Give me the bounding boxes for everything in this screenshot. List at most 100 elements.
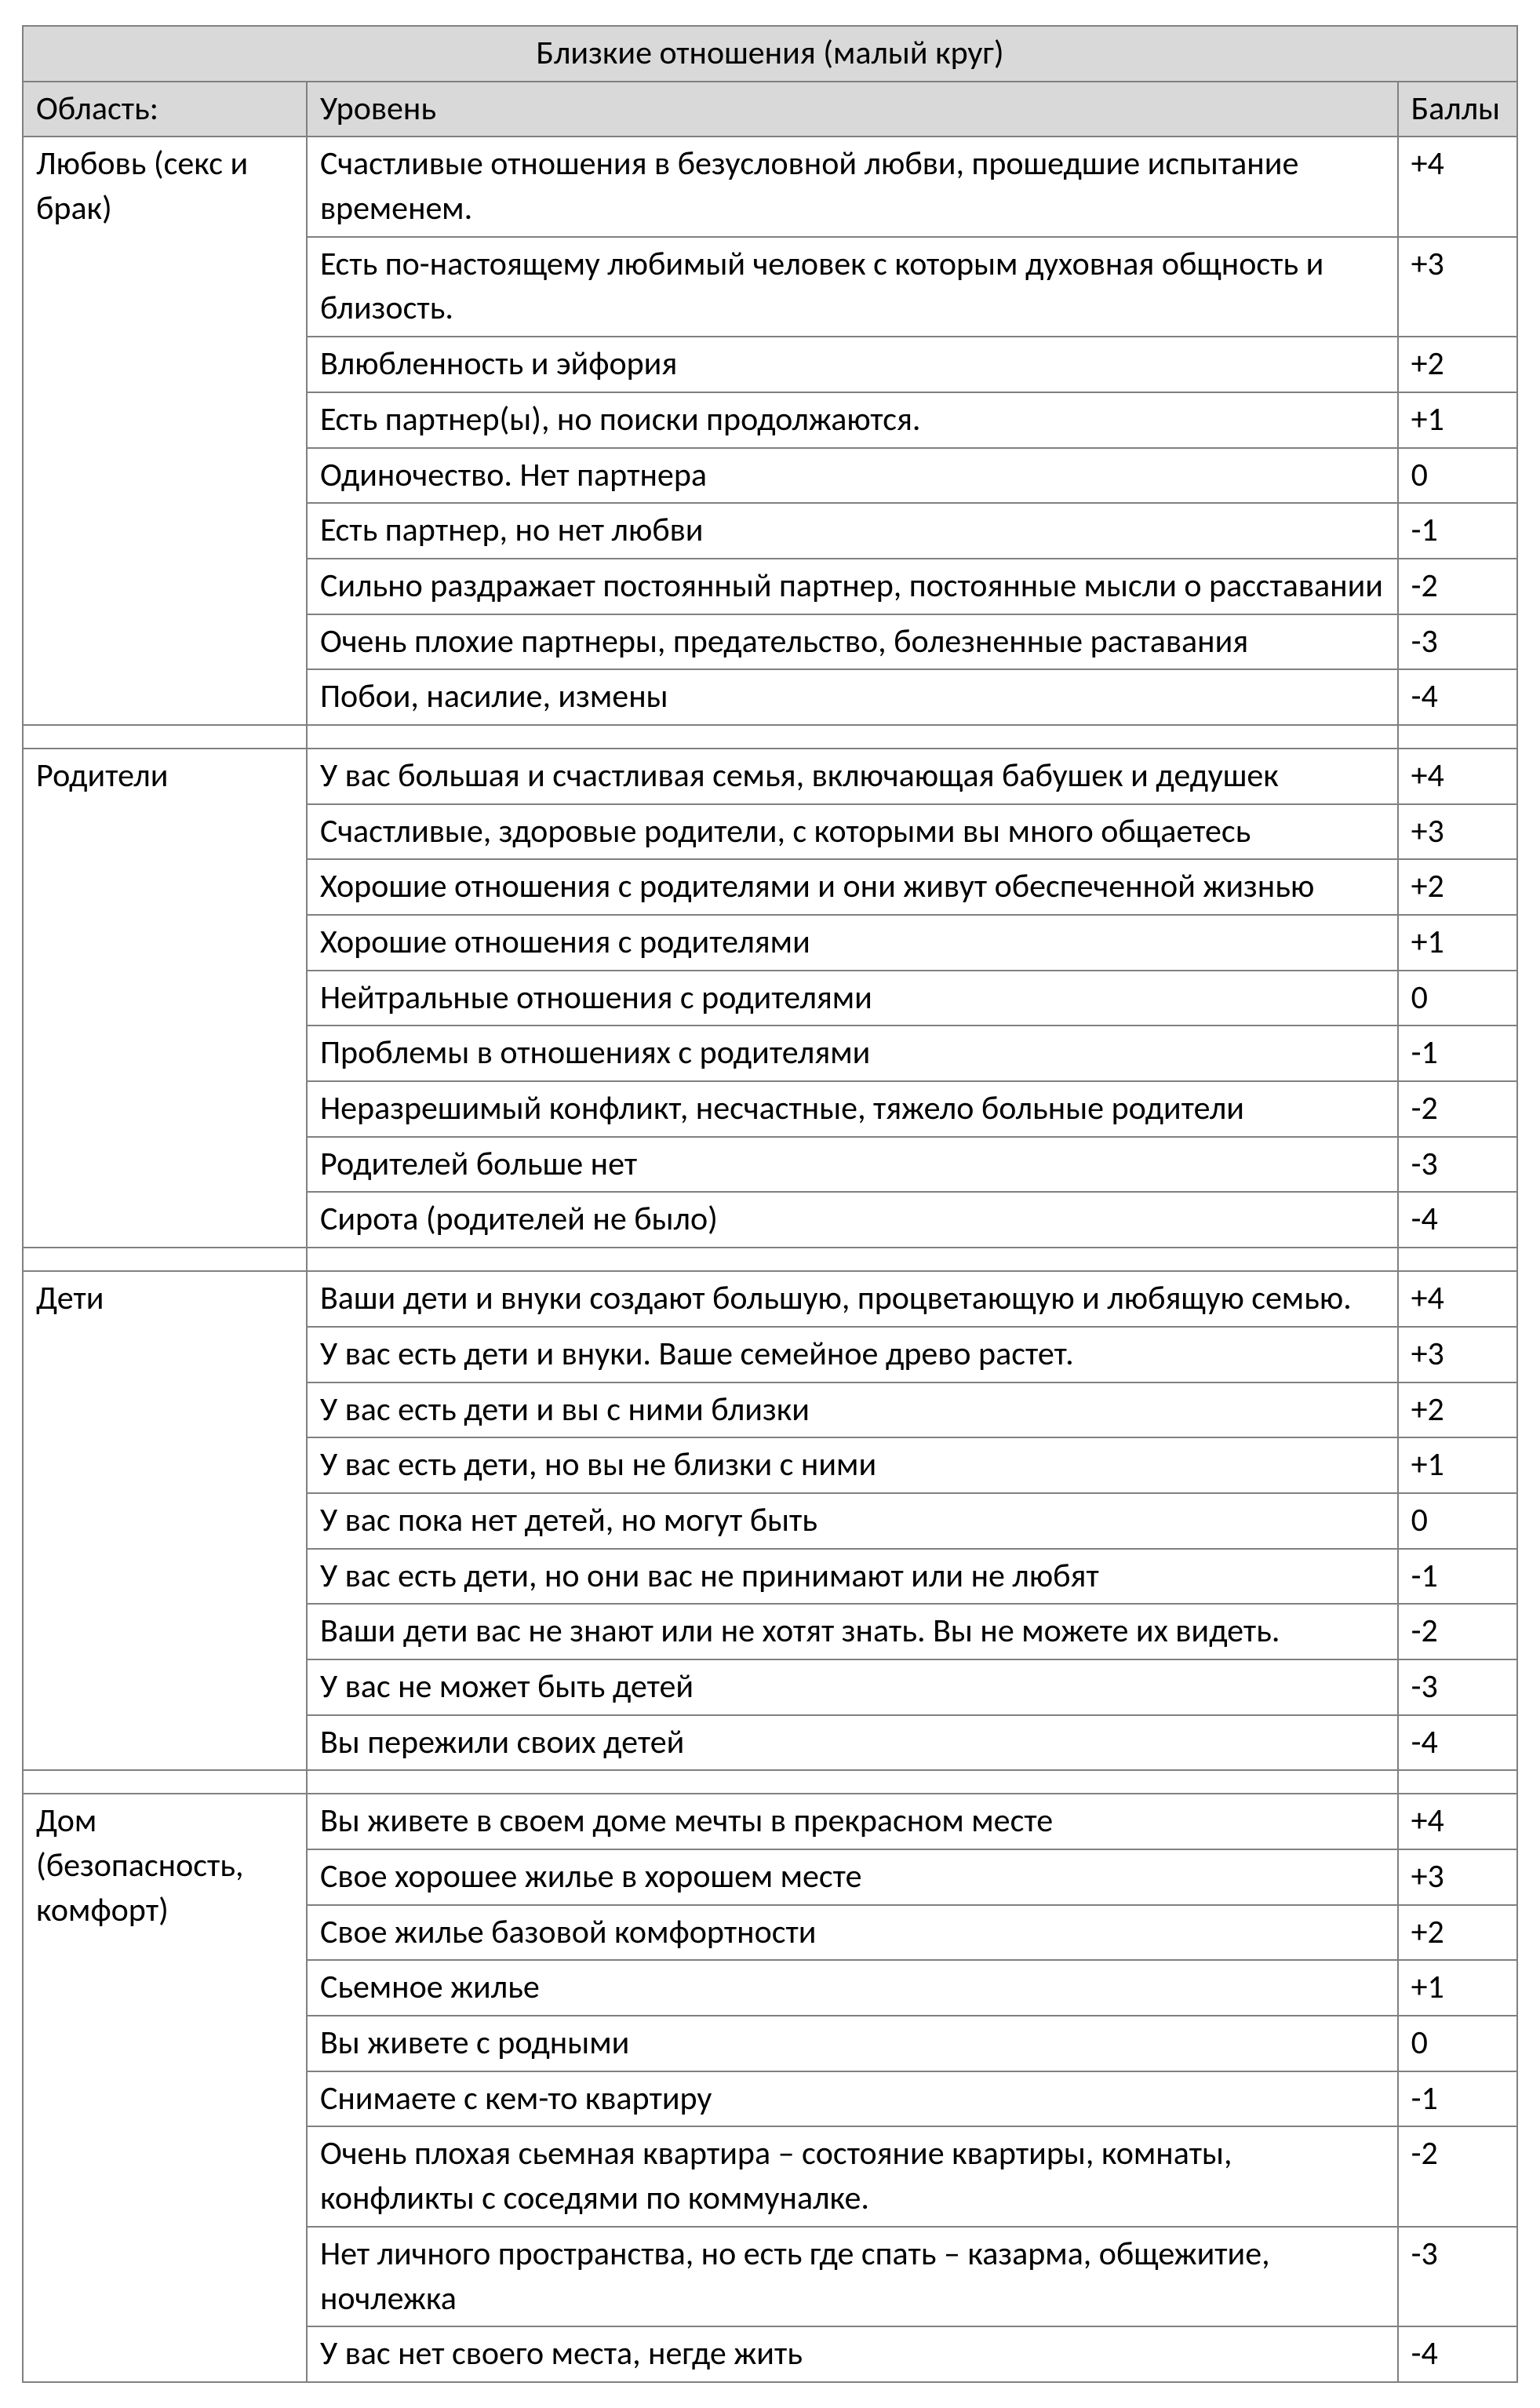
spacer-cell bbox=[1398, 1770, 1517, 1794]
level-cell: У вас пока нет детей, но могут быть bbox=[307, 1493, 1398, 1549]
level-cell: Сирота (родителей не было) bbox=[307, 1192, 1398, 1248]
score-cell: +4 bbox=[1398, 1271, 1517, 1327]
score-cell: 0 bbox=[1398, 2016, 1517, 2071]
score-cell: -4 bbox=[1398, 1715, 1517, 1771]
score-cell: +1 bbox=[1398, 1960, 1517, 2016]
level-cell: Вы живете с родными bbox=[307, 2016, 1398, 2071]
spacer-row bbox=[23, 1770, 1517, 1794]
spacer-row bbox=[23, 1248, 1517, 1271]
level-cell: Хорошие отношения с родителями и они жив… bbox=[307, 859, 1398, 915]
title-row: Близкие отношения (малый круг) bbox=[23, 26, 1517, 82]
spacer-cell bbox=[23, 1770, 307, 1794]
level-cell: У вас большая и счастливая семья, включа… bbox=[307, 749, 1398, 804]
score-cell: -2 bbox=[1398, 1081, 1517, 1137]
level-cell: Одиночество. Нет партнера bbox=[307, 448, 1398, 504]
level-cell: Влюбленность и эйфория bbox=[307, 337, 1398, 392]
level-cell: Неразрешимый конфликт, несчастные, тяжел… bbox=[307, 1081, 1398, 1137]
score-cell: +2 bbox=[1398, 1383, 1517, 1438]
score-cell: +2 bbox=[1398, 337, 1517, 392]
score-cell: +4 bbox=[1398, 1794, 1517, 1849]
score-cell: -2 bbox=[1398, 1604, 1517, 1659]
score-cell: +3 bbox=[1398, 1327, 1517, 1383]
level-cell: У вас не может быть детей bbox=[307, 1659, 1398, 1715]
score-cell: -2 bbox=[1398, 2126, 1517, 2226]
header-score: Баллы bbox=[1398, 82, 1517, 137]
level-cell: Нейтральные отношения с родителями bbox=[307, 971, 1398, 1026]
level-cell: Снимаете с кем-то квартиру bbox=[307, 2071, 1398, 2127]
level-cell: Ваши дети и внуки создают большую, процв… bbox=[307, 1271, 1398, 1327]
spacer-cell bbox=[307, 725, 1398, 749]
spacer-cell bbox=[1398, 725, 1517, 749]
score-cell: 0 bbox=[1398, 971, 1517, 1026]
table-row: ДетиВаши дети и внуки создают большую, п… bbox=[23, 1271, 1517, 1327]
spacer-cell bbox=[1398, 1248, 1517, 1271]
spacer-cell bbox=[23, 725, 307, 749]
score-cell: 0 bbox=[1398, 448, 1517, 504]
score-cell: +2 bbox=[1398, 1905, 1517, 1961]
level-cell: Есть по-настоящему любимый человек с кот… bbox=[307, 237, 1398, 337]
level-cell: Сьемное жилье bbox=[307, 1960, 1398, 2016]
score-cell: +4 bbox=[1398, 749, 1517, 804]
level-cell: Свое жилье базовой комфортности bbox=[307, 1905, 1398, 1961]
level-cell: Проблемы в отношениях с родителями bbox=[307, 1025, 1398, 1081]
score-cell: 0 bbox=[1398, 1493, 1517, 1549]
area-cell: Любовь (секс и брак) bbox=[23, 137, 307, 725]
level-cell: Хорошие отношения с родителями bbox=[307, 915, 1398, 971]
spacer-cell bbox=[23, 1248, 307, 1271]
score-cell: +3 bbox=[1398, 237, 1517, 337]
score-cell: -2 bbox=[1398, 559, 1517, 614]
spacer-cell bbox=[307, 1248, 1398, 1271]
level-cell: Вы пережили своих детей bbox=[307, 1715, 1398, 1771]
level-cell: У вас есть дети и внуки. Ваше семейное д… bbox=[307, 1327, 1398, 1383]
score-cell: -1 bbox=[1398, 1025, 1517, 1081]
score-cell: +4 bbox=[1398, 137, 1517, 236]
score-cell: -4 bbox=[1398, 2326, 1517, 2382]
spacer-cell bbox=[307, 1770, 1398, 1794]
level-cell: Вы живете в своем доме мечты в прекрасно… bbox=[307, 1794, 1398, 1849]
level-cell: Сильно раздражает постоянный партнер, по… bbox=[307, 559, 1398, 614]
level-cell: Есть партнер, но нет любви bbox=[307, 503, 1398, 559]
score-cell: +1 bbox=[1398, 392, 1517, 448]
score-cell: -4 bbox=[1398, 1192, 1517, 1248]
score-cell: -1 bbox=[1398, 1549, 1517, 1605]
assessment-table: Близкие отношения (малый круг)Область:Ур… bbox=[22, 25, 1518, 2383]
header-area: Область: bbox=[23, 82, 307, 137]
score-cell: -3 bbox=[1398, 2227, 1517, 2326]
score-cell: -3 bbox=[1398, 1137, 1517, 1193]
level-cell: У вас есть дети, но они вас не принимают… bbox=[307, 1549, 1398, 1605]
spacer-row bbox=[23, 725, 1517, 749]
level-cell: У вас нет своего места, негде жить bbox=[307, 2326, 1398, 2382]
level-cell: У вас есть дети, но вы не близки с ними bbox=[307, 1437, 1398, 1493]
header-level: Уровень bbox=[307, 82, 1398, 137]
table-row: РодителиУ вас большая и счастливая семья… bbox=[23, 749, 1517, 804]
level-cell: Счастливые отношения в безусловной любви… bbox=[307, 137, 1398, 236]
table-row: Дом (безопасность, комфорт)Вы живете в с… bbox=[23, 1794, 1517, 1849]
table-title: Близкие отношения (малый круг) bbox=[23, 26, 1517, 82]
score-cell: +2 bbox=[1398, 859, 1517, 915]
level-cell: Свое хорошее жилье в хорошем месте bbox=[307, 1849, 1398, 1905]
score-cell: -4 bbox=[1398, 669, 1517, 725]
level-cell: Очень плохая сьемная квартира – состояни… bbox=[307, 2126, 1398, 2226]
score-cell: -3 bbox=[1398, 1659, 1517, 1715]
score-cell: +3 bbox=[1398, 1849, 1517, 1905]
level-cell: Счастливые, здоровые родители, с которым… bbox=[307, 804, 1398, 860]
document-page: Близкие отношения (малый круг)Область:Ур… bbox=[0, 0, 1540, 2408]
area-cell: Дом (безопасность, комфорт) bbox=[23, 1794, 307, 2382]
table-row: Любовь (секс и брак)Счастливые отношения… bbox=[23, 137, 1517, 236]
score-cell: +1 bbox=[1398, 915, 1517, 971]
level-cell: Побои, насилие, измены bbox=[307, 669, 1398, 725]
level-cell: Ваши дети вас не знают или не хотят знат… bbox=[307, 1604, 1398, 1659]
score-cell: -3 bbox=[1398, 614, 1517, 670]
score-cell: +1 bbox=[1398, 1437, 1517, 1493]
score-cell: +3 bbox=[1398, 804, 1517, 860]
level-cell: Родителей больше нет bbox=[307, 1137, 1398, 1193]
level-cell: У вас есть дети и вы с ними близки bbox=[307, 1383, 1398, 1438]
level-cell: Есть партнер(ы), но поиски продолжаются. bbox=[307, 392, 1398, 448]
score-cell: -1 bbox=[1398, 503, 1517, 559]
level-cell: Очень плохие партнеры, предательство, бо… bbox=[307, 614, 1398, 670]
header-row: Область:УровеньБаллы bbox=[23, 82, 1517, 137]
area-cell: Дети bbox=[23, 1271, 307, 1770]
score-cell: -1 bbox=[1398, 2071, 1517, 2127]
area-cell: Родители bbox=[23, 749, 307, 1248]
level-cell: Нет личного пространства, но есть где сп… bbox=[307, 2227, 1398, 2326]
